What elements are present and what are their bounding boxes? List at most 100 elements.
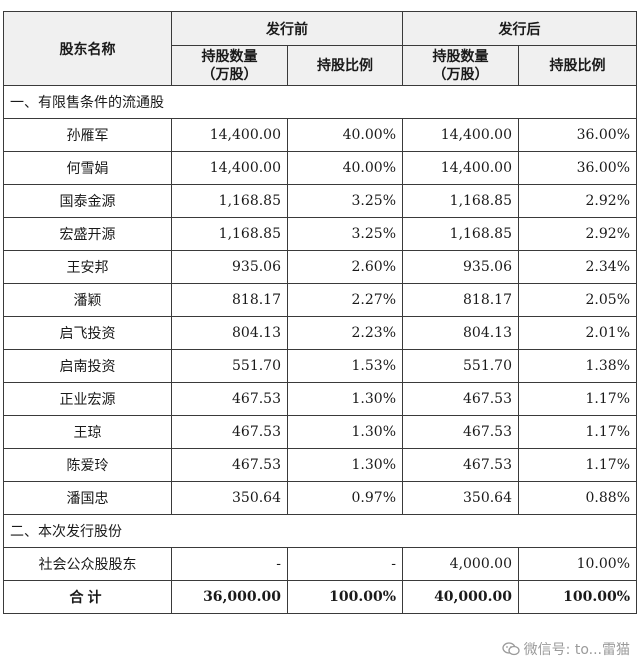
table-row: 宏盛开源 1,168.85 3.25% 1,168.85 2.92% — [3, 217, 637, 251]
after-qty-cell: 467.53 — [402, 415, 519, 449]
before-qty-cell: 804.13 — [171, 316, 288, 350]
header-before-qty: 持股数量 （万股） — [171, 45, 288, 86]
before-ratio-cell: 2.60% — [287, 250, 403, 284]
table-row: 王琼 467.53 1.30% 467.53 1.17% — [3, 415, 637, 449]
total-after-qty-cell: 40,000.00 — [402, 580, 519, 614]
before-ratio-cell: 2.23% — [287, 316, 403, 350]
after-ratio-cell: 2.34% — [518, 250, 637, 284]
before-qty-cell: - — [171, 547, 288, 581]
header-qty-line1: 持股数量 — [432, 48, 489, 65]
after-qty-cell: 14,400.00 — [402, 118, 519, 152]
after-qty-cell: 1,168.85 — [402, 217, 519, 251]
table-row: 启飞投资 804.13 2.23% 804.13 2.01% — [3, 316, 637, 350]
after-qty-cell: 551.70 — [402, 349, 519, 383]
holder-name-cell: 王琼 — [3, 415, 172, 449]
holder-name-cell: 宏盛开源 — [3, 217, 172, 251]
header-holder-name: 股东名称 — [3, 11, 172, 86]
after-qty-cell: 14,400.00 — [402, 151, 519, 185]
after-ratio-cell: 2.92% — [518, 217, 637, 251]
table-row: 社会公众股股东 - -4,000.00 10.00% — [3, 547, 637, 581]
after-ratio-cell: 10.00% — [518, 547, 637, 581]
holder-name-cell: 启飞投资 — [3, 316, 172, 350]
after-qty-cell: 467.53 — [402, 448, 519, 482]
before-qty-cell: 1,168.85 — [171, 184, 288, 218]
before-ratio-cell: 1.30% — [287, 415, 403, 449]
table-row: 潘国忠 350.64 0.97% 350.64 0.88% — [3, 481, 637, 515]
before-qty-cell: 818.17 — [171, 283, 288, 317]
table-row: 陈爱玲 467.53 1.30% 467.53 1.17% — [3, 448, 637, 482]
table-header: 股东名称 发行前 发行后 持股数量 （万股） 持股比例 持股数量 （万股） 持股… — [3, 11, 637, 86]
after-ratio-cell: 36.00% — [518, 151, 637, 185]
before-qty-cell: 935.06 — [171, 250, 288, 284]
table-row: 启南投资 551.70 1.53% 551.70 1.38% — [3, 349, 637, 383]
total-after-ratio-cell: 100.00% — [518, 580, 637, 614]
before-qty-cell: 1,168.85 — [171, 217, 288, 251]
holder-name-cell: 正业宏源 — [3, 382, 172, 416]
holder-name-cell: 孙雁军 — [3, 118, 172, 152]
after-qty-cell: 1,168.85 — [402, 184, 519, 218]
table-row: 潘颖 818.17 2.27% 818.17 2.05% — [3, 283, 637, 317]
header-qty-line2: （万股） — [432, 66, 489, 83]
header-after-ratio: 持股比例 — [518, 45, 637, 86]
before-qty-cell: 14,400.00 — [171, 151, 288, 185]
before-ratio-cell: 1.30% — [287, 448, 403, 482]
after-qty-cell: 467.53 — [402, 382, 519, 416]
table-row: 国泰金源 1,168.85 3.25% 1,168.85 2.92% — [3, 184, 637, 218]
after-ratio-cell: 0.88% — [518, 481, 637, 515]
header-qty-line2: （万股） — [201, 66, 258, 83]
after-ratio-cell: 36.00% — [518, 118, 637, 152]
after-ratio-cell: 1.17% — [518, 382, 637, 416]
before-qty-cell: 14,400.00 — [171, 118, 288, 152]
table-row: 王安邦 935.06 2.60% 935.06 2.34% — [3, 250, 637, 284]
after-ratio-cell: 2.05% — [518, 283, 637, 317]
total-before-qty-cell: 36,000.00 — [171, 580, 288, 614]
total-holder-name-cell: 合计 — [3, 580, 172, 614]
before-ratio-cell: 40.00% — [287, 118, 403, 152]
header-before-ratio: 持股比例 — [287, 45, 403, 86]
before-ratio-cell: 1.53% — [287, 349, 403, 383]
before-ratio-cell: 2.27% — [287, 283, 403, 317]
after-qty-cell: 818.17 — [402, 283, 519, 317]
before-ratio-cell: 3.25% — [287, 184, 403, 218]
section-title: 一、有限售条件的流通股 — [3, 85, 637, 119]
section-title: 二、本次发行股份 — [3, 514, 637, 548]
after-qty-cell: 4,000.00 — [402, 547, 519, 581]
holder-name-cell: 陈爱玲 — [3, 448, 172, 482]
before-qty-cell: 350.64 — [171, 481, 288, 515]
watermark-text: 微信号: to...雷猫 — [523, 642, 630, 658]
after-ratio-cell: 1.38% — [518, 349, 637, 383]
total-row: 合计 36,000.00 100.00% 40,000.00 100.00% — [3, 580, 637, 614]
before-ratio-cell: 0.97% — [287, 481, 403, 515]
after-ratio-cell: 2.92% — [518, 184, 637, 218]
header-before-issue: 发行前 — [171, 11, 403, 46]
after-qty-cell: 350.64 — [402, 481, 519, 515]
holder-name-cell: 启南投资 — [3, 349, 172, 383]
before-ratio-cell: 3.25% — [287, 217, 403, 251]
after-ratio-cell: 1.17% — [518, 448, 637, 482]
after-ratio-cell: 2.01% — [518, 316, 637, 350]
holder-name-cell: 国泰金源 — [3, 184, 172, 218]
after-qty-cell: 804.13 — [402, 316, 519, 350]
watermark: 微信号: to...雷猫 — [502, 639, 630, 659]
table-row: 何雪娟 14,400.00 40.00% 14,400.00 36.00% — [3, 151, 637, 185]
section-row: 二、本次发行股份 — [3, 514, 637, 548]
holder-name-cell: 潘国忠 — [3, 481, 172, 515]
header-after-qty: 持股数量 （万股） — [402, 45, 519, 86]
after-ratio-cell: 1.17% — [518, 415, 637, 449]
holder-name-cell: 社会公众股股东 — [3, 547, 172, 581]
header-qty-line1: 持股数量 — [201, 48, 258, 65]
header-after-issue: 发行后 — [402, 11, 637, 46]
before-qty-cell: 467.53 — [171, 382, 288, 416]
table-row: 正业宏源 467.53 1.30% 467.53 1.17% — [3, 382, 637, 416]
before-qty-cell: 467.53 — [171, 415, 288, 449]
wechat-icon — [502, 642, 520, 656]
total-before-ratio-cell: 100.00% — [287, 580, 403, 614]
before-ratio-cell: 40.00% — [287, 151, 403, 185]
table-row: 孙雁军 14,400.00 40.00% 14,400.00 36.00% — [3, 118, 637, 152]
section-row: 一、有限售条件的流通股 — [3, 85, 637, 119]
holder-name-cell: 潘颖 — [3, 283, 172, 317]
holder-name-cell: 何雪娟 — [3, 151, 172, 185]
before-qty-cell: 467.53 — [171, 448, 288, 482]
before-ratio-cell: 1.30% — [287, 382, 403, 416]
before-qty-cell: 551.70 — [171, 349, 288, 383]
